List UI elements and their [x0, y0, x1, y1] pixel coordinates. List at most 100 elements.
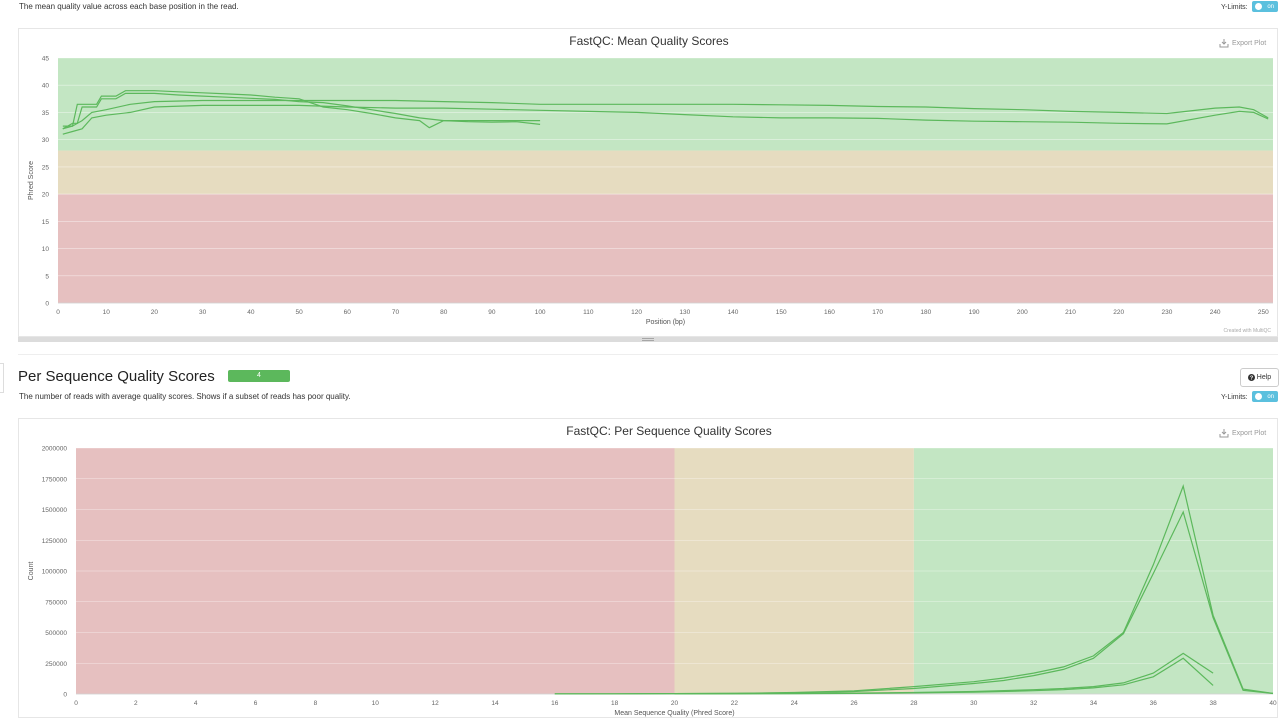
x-tick-label: 80: [440, 309, 448, 316]
x-tick-label: 90: [488, 309, 496, 316]
download-icon: [1219, 429, 1229, 438]
x-tick-label: 50: [295, 309, 303, 316]
x-tick-label: 60: [344, 309, 352, 316]
x-tick-label: 130: [679, 309, 690, 316]
ylimits-toggle[interactable]: on: [1252, 1, 1278, 12]
y-tick-label: 1250000: [42, 538, 68, 545]
per-sequence-quality-plot-panel: FastQC: Per Sequence Quality Scores Expo…: [18, 418, 1278, 718]
x-tick-label: 36: [1150, 700, 1158, 707]
plot-title: FastQC: Per Sequence Quality Scores: [566, 424, 772, 438]
x-axis-label: Position (bp): [646, 319, 685, 326]
series-line-2: [62, 92, 541, 127]
plot-title: FastQC: Mean Quality Scores: [569, 34, 729, 48]
x-tick-label: 150: [776, 309, 787, 316]
y-tick-label: 35: [42, 110, 50, 117]
y-tick-label: 1000000: [42, 569, 68, 576]
x-tick-label: 40: [1269, 700, 1277, 707]
x-tick-label: 14: [491, 700, 499, 707]
y-tick-label: 30: [42, 137, 50, 144]
x-tick-label: 240: [1210, 309, 1221, 316]
question-icon: ?: [1247, 374, 1255, 381]
plot-resize-handle[interactable]: [18, 337, 1278, 342]
x-tick-label: 40: [247, 309, 255, 316]
y-tick-label: 0: [45, 301, 49, 308]
x-tick-label: 2: [134, 700, 138, 707]
y-tick-label: 250000: [45, 661, 67, 668]
x-tick-label: 110: [583, 309, 594, 316]
drag-handle-icon: [642, 338, 654, 341]
series-line-1: [62, 90, 541, 130]
x-tick-label: 24: [791, 700, 799, 707]
x-tick-label: 0: [56, 309, 60, 316]
section1-description: The mean quality value across each base …: [19, 2, 239, 11]
y-tick-label: 2000000: [42, 446, 68, 453]
y-axis-label: Phred Score: [28, 161, 35, 200]
x-tick-label: 32: [1030, 700, 1038, 707]
y-tick-label: 20: [42, 192, 50, 199]
y-tick-label: 5: [45, 273, 49, 280]
x-tick-label: 10: [372, 700, 380, 707]
y-tick-label: 1500000: [42, 507, 68, 514]
toggle-label: on: [1267, 3, 1274, 10]
y-tick-label: 0: [63, 692, 67, 699]
x-tick-label: 230: [1161, 309, 1172, 316]
x-tick-label: 6: [254, 700, 258, 707]
series-line-3: [62, 99, 1269, 130]
x-tick-label: 20: [151, 309, 159, 316]
x-tick-label: 210: [1065, 309, 1076, 316]
x-tick-label: 30: [970, 700, 978, 707]
x-tick-label: 18: [611, 700, 619, 707]
x-tick-label: 12: [431, 700, 439, 707]
export-plot-label: Export Plot: [1232, 40, 1267, 47]
x-axis-label: Mean Sequence Quality (Phred Score): [614, 710, 734, 717]
x-tick-label: 200: [1017, 309, 1028, 316]
x-tick-label: 8: [314, 700, 318, 707]
x-tick-label: 38: [1210, 700, 1218, 707]
export-plot-label: Export Plot: [1232, 430, 1267, 437]
toggle-knob-icon: [1255, 393, 1262, 400]
y-tick-label: 45: [42, 56, 50, 63]
x-tick-label: 28: [910, 700, 918, 707]
x-tick-label: 34: [1090, 700, 1098, 707]
x-tick-label: 180: [920, 309, 931, 316]
x-tick-label: 26: [850, 700, 858, 707]
svg-text:?: ?: [1250, 376, 1254, 381]
y-axis-label: Count: [28, 562, 35, 581]
mean-quality-plot-panel: FastQC: Mean Quality Scores Export Plot …: [18, 28, 1278, 337]
y-tick-label: 500000: [45, 630, 67, 637]
mean-quality-chart: 0 5 10 15 20 25 30 35 40 45 0 10 20 30 40 50 60 70 80 90 100…: [28, 56, 1273, 326]
status-badge[interactable]: 4: [228, 370, 290, 382]
side-tab[interactable]: [0, 363, 4, 393]
toggle-label: on: [1267, 393, 1274, 400]
multiqc-credit: Created with MultiQC: [1223, 328, 1271, 334]
x-tick-label: 4: [194, 700, 198, 707]
x-tick-label: 10: [103, 309, 111, 316]
toggle-knob-icon: [1255, 3, 1262, 10]
x-tick-label: 190: [969, 309, 980, 316]
y-tick-label: 10: [42, 246, 50, 253]
per-sequence-quality-chart: 0 250000 500000 750000 1000000 1250000 1500000…: [28, 446, 1277, 718]
y-tick-label: 15: [42, 219, 50, 226]
x-tick-label: 30: [199, 309, 207, 316]
export-plot-button[interactable]: Export Plot: [1219, 39, 1266, 48]
quality-band: [58, 150, 1273, 195]
x-tick-label: 16: [551, 700, 559, 707]
download-icon: [1219, 39, 1229, 48]
x-tick-label: 0: [74, 700, 78, 707]
x-tick-label: 170: [872, 309, 883, 316]
help-button[interactable]: ? Help: [1240, 368, 1279, 387]
x-tick-label: 100: [535, 309, 546, 316]
y-tick-label: 25: [42, 164, 50, 171]
x-tick-label: 20: [671, 700, 679, 707]
x-tick-label: 22: [731, 700, 739, 707]
x-tick-label: 120: [631, 309, 642, 316]
y-tick-label: 1750000: [42, 476, 68, 483]
section2-description: The number of reads with average quality…: [19, 392, 351, 401]
y-tick-label: 750000: [45, 599, 67, 606]
export-plot-button[interactable]: Export Plot: [1219, 429, 1266, 438]
x-tick-label: 140: [728, 309, 739, 316]
ylimits-toggle[interactable]: on: [1252, 391, 1278, 402]
x-tick-label: 250: [1258, 309, 1269, 316]
ylimits-label: Y-Limits:: [1221, 4, 1248, 11]
x-tick-label: 160: [824, 309, 835, 316]
